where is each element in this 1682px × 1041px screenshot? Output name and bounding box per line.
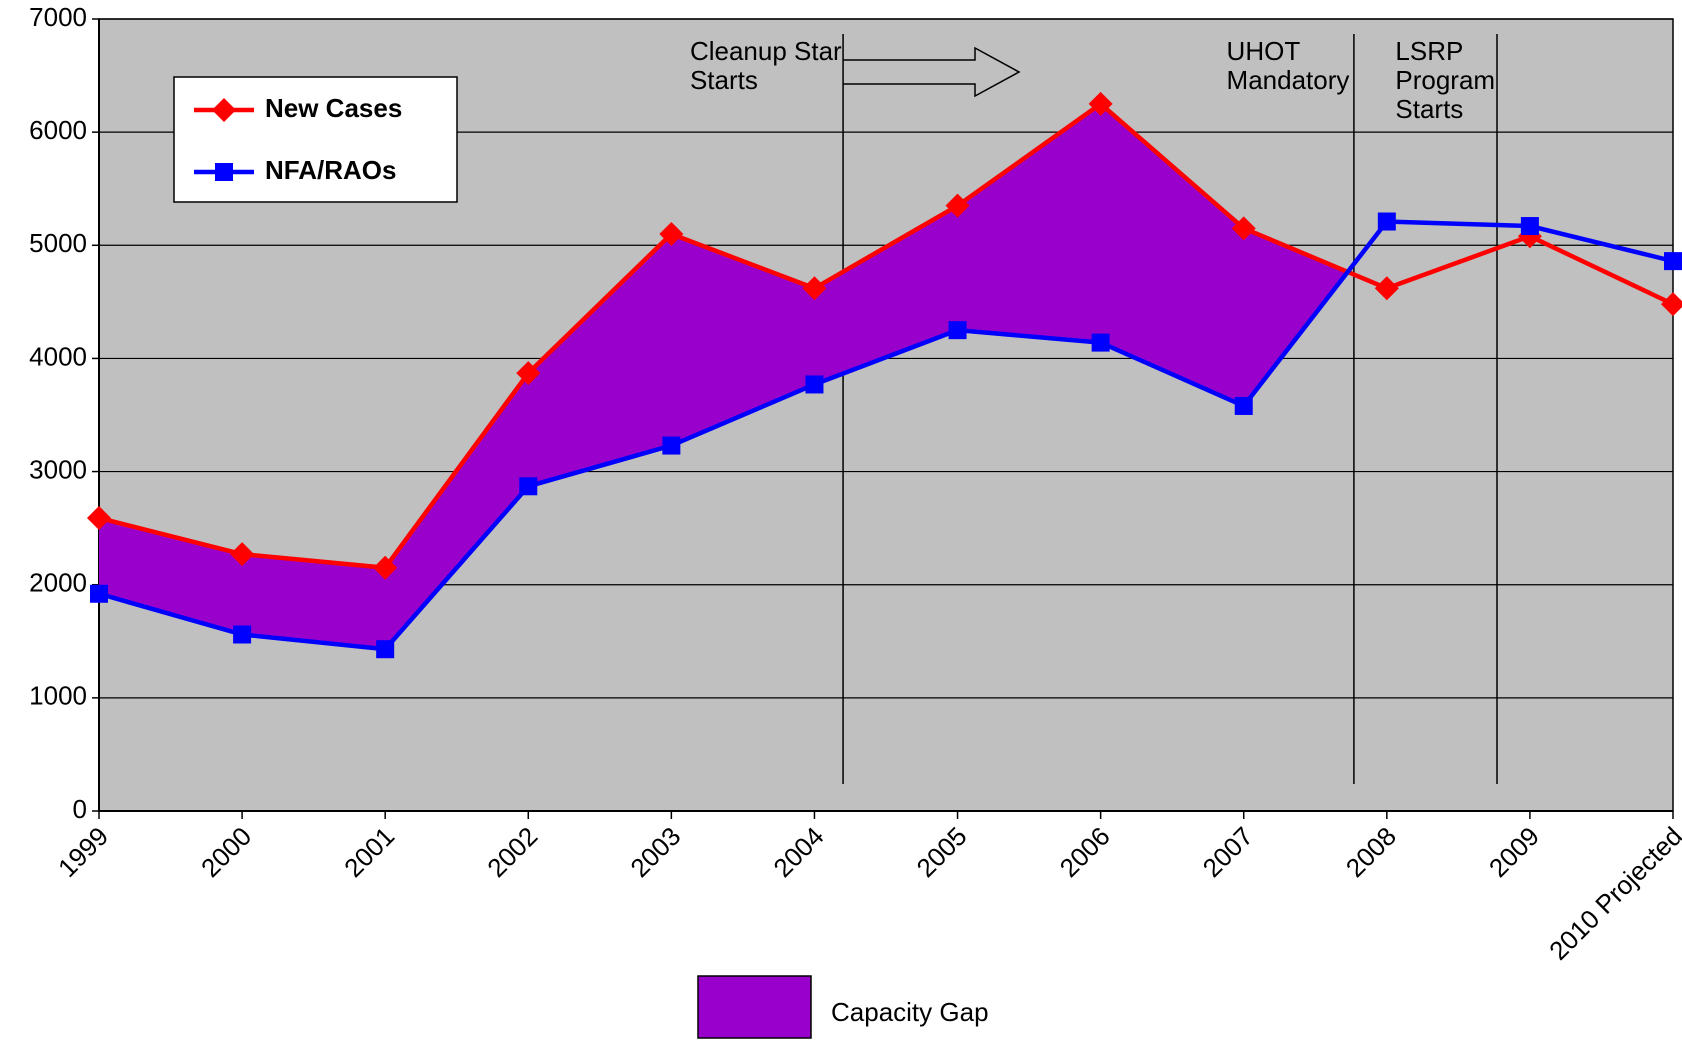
y-tick-label: 7000 bbox=[29, 2, 87, 32]
y-tick-label: 6000 bbox=[29, 115, 87, 145]
annotation-arrow bbox=[843, 46, 1021, 98]
y-tick-label: 3000 bbox=[29, 454, 87, 484]
marker bbox=[1374, 276, 1399, 301]
annotation-text: UHOT bbox=[1227, 36, 1301, 66]
y-tick-label: 0 bbox=[73, 794, 87, 824]
x-tick-label: 2008 bbox=[1340, 821, 1402, 883]
marker bbox=[659, 221, 684, 246]
marker bbox=[1088, 91, 1113, 116]
marker bbox=[212, 98, 236, 122]
y-tick-label: 1000 bbox=[29, 681, 87, 711]
annotation-text: LSRP bbox=[1395, 36, 1463, 66]
x-tick-label: 2005 bbox=[911, 821, 973, 883]
capacity-gap-area bbox=[99, 103, 1348, 650]
marker bbox=[373, 555, 398, 580]
marker bbox=[1091, 333, 1110, 352]
legend-label: NFA/RAOs bbox=[265, 155, 396, 185]
marker bbox=[376, 640, 395, 659]
marker bbox=[1520, 217, 1539, 236]
gap-legend-label: Capacity Gap bbox=[831, 997, 989, 1027]
marker bbox=[1231, 216, 1256, 241]
marker bbox=[519, 477, 538, 496]
x-tick-label: 2007 bbox=[1197, 821, 1259, 883]
legend-label: New Cases bbox=[265, 93, 402, 123]
annotation-text: Program bbox=[1395, 65, 1495, 95]
series-line bbox=[98, 219, 1674, 652]
x-tick-label: 2000 bbox=[195, 821, 257, 883]
annotation-text: Cleanup Star bbox=[690, 36, 842, 66]
marker bbox=[1377, 212, 1396, 231]
marker bbox=[1234, 396, 1253, 415]
marker bbox=[945, 193, 970, 218]
marker bbox=[802, 276, 827, 301]
marker bbox=[215, 163, 233, 181]
marker bbox=[1664, 252, 1682, 271]
x-tick-label: 2002 bbox=[481, 821, 543, 883]
x-tick-label: 2009 bbox=[1483, 821, 1545, 883]
x-tick-label: 2003 bbox=[624, 821, 686, 883]
marker bbox=[805, 375, 824, 394]
marker bbox=[87, 505, 111, 530]
marker bbox=[948, 321, 967, 340]
annotation-text: Mandatory bbox=[1227, 65, 1350, 95]
y-tick-label: 2000 bbox=[29, 568, 87, 598]
marker bbox=[516, 361, 541, 386]
x-tick-label: 2004 bbox=[767, 821, 829, 883]
x-tick-label: 1999 bbox=[52, 821, 114, 883]
marker bbox=[90, 584, 108, 603]
x-tick-label: 2010 Projected bbox=[1543, 821, 1682, 966]
annotation-text: Starts bbox=[690, 65, 758, 95]
x-tick-label: 2006 bbox=[1054, 821, 1116, 883]
marker bbox=[233, 625, 252, 644]
annotation-text: Starts bbox=[1395, 94, 1463, 124]
x-tick-label: 2001 bbox=[338, 821, 400, 883]
y-tick-label: 4000 bbox=[29, 341, 87, 371]
series-line bbox=[98, 100, 1674, 571]
gap-legend-swatch bbox=[697, 975, 812, 1039]
y-tick-label: 5000 bbox=[29, 228, 87, 258]
marker bbox=[662, 436, 681, 455]
legend-box bbox=[173, 76, 458, 203]
marker bbox=[230, 542, 255, 567]
marker bbox=[1661, 292, 1682, 317]
